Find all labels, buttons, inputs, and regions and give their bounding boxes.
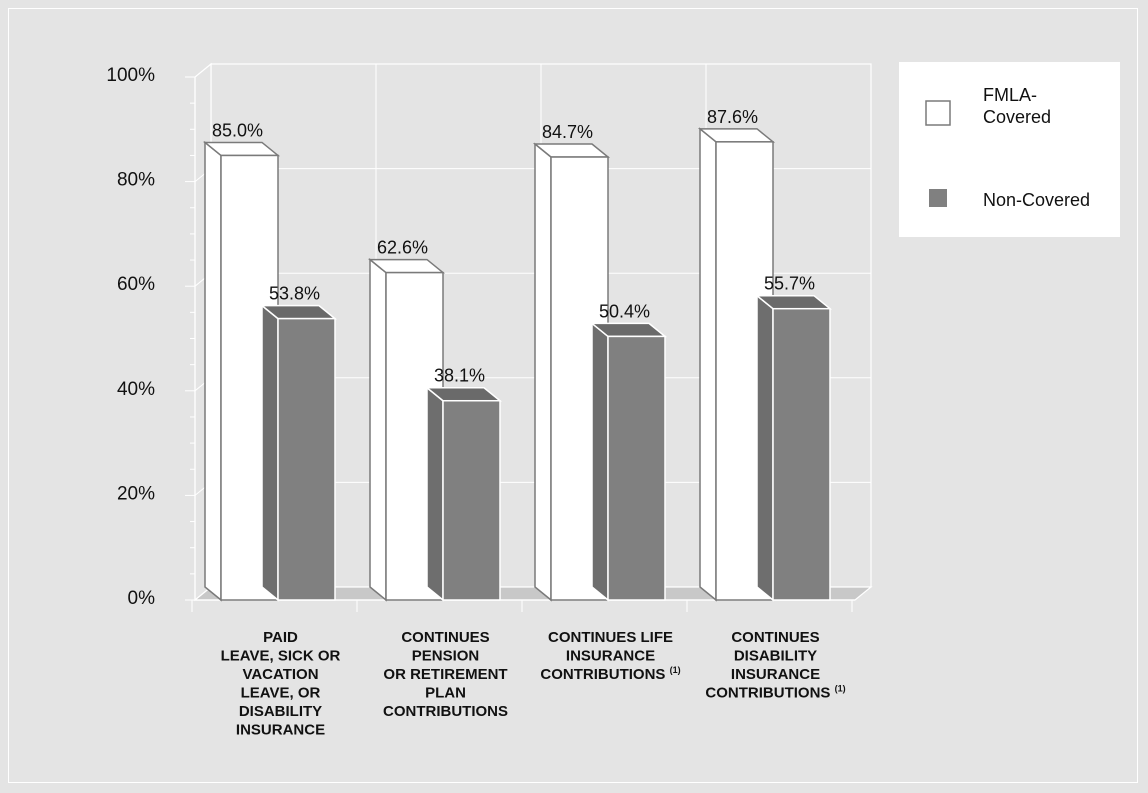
category-label-line: INSURANCE: [731, 666, 820, 683]
category-label: CONTINUES PENSION OR RETIREMENT PLAN CONTRIB…: [383, 629, 508, 720]
category-label-line: INSURANCE: [236, 722, 325, 739]
y-tick-label: 20%: [117, 483, 155, 504]
category-label-line: CONTRIBUTIONS: [705, 685, 834, 702]
category-label-line: DISABILITY: [239, 703, 322, 720]
bar-side-face: [261, 304, 279, 602]
bar-side-face: [204, 140, 222, 602]
y-tick-label: 100%: [106, 65, 155, 86]
category-label-line: PENSION: [412, 648, 480, 665]
legend-label-line: Covered: [983, 107, 1051, 127]
y-tick-label: 60%: [117, 274, 155, 295]
legend-box: [899, 62, 1120, 237]
category-label-line: CONTINUES: [401, 629, 489, 646]
bar-side-face: [426, 386, 444, 602]
chart-frame: [8, 8, 1138, 783]
legend-swatch-fmla-covered: [925, 100, 951, 126]
x-axis: [191, 599, 855, 612]
legend-label-fmla-covered: FMLA-Covered: [983, 85, 1051, 127]
bar-non-covered: 53.8%: [259, 284, 338, 602]
data-label-non-covered: 38.1%: [434, 366, 485, 386]
bar-non-covered: 38.1%: [424, 366, 503, 602]
category-label-line: CONTRIBUTIONS: [383, 703, 508, 720]
bar-non-covered: 50.4%: [589, 301, 668, 602]
legend-swatch-non-covered: [929, 189, 947, 207]
footnote-marker: (1): [835, 684, 846, 694]
category-label-line: DISABILITY: [734, 648, 817, 665]
category-label-line: LEAVE, OR: [241, 685, 321, 702]
category-label-line: CONTRIBUTIONS: [540, 666, 669, 683]
category-label-line: PAID: [263, 629, 298, 646]
gridline-side: [194, 63, 212, 78]
category-label-line: PLAN: [425, 685, 466, 702]
y-axis: 0% 20% 40% 60% 80% 100%: [106, 65, 196, 609]
bar-front-face: [442, 399, 501, 601]
bar-front-face: [772, 307, 831, 601]
data-label-fmla-covered: 84.7%: [542, 122, 593, 142]
category-label-line: INSURANCE: [566, 648, 655, 665]
data-label-fmla-covered: 62.6%: [377, 238, 428, 258]
bar-side-face: [534, 142, 552, 602]
bar-front-face: [607, 335, 666, 601]
data-label-non-covered: 50.4%: [599, 301, 650, 321]
legend: FMLA-Covered Non-Covered: [899, 62, 1120, 237]
legend-label-non-covered: Non-Covered: [983, 190, 1090, 210]
y-tick-label: 0%: [128, 588, 156, 609]
category-label-line: CONTINUES: [731, 629, 819, 646]
footnote-marker: (1): [670, 665, 681, 675]
category-label: CONTINUES DISABILITY INSURANCE CONTRIBUTION…: [705, 629, 845, 702]
category-label-line: CONTINUES LIFE: [548, 629, 673, 646]
legend-label-line: Non-Covered: [983, 190, 1090, 210]
y-tick-label: 80%: [117, 170, 155, 191]
category-label-line: VACATION: [242, 666, 318, 683]
data-label-non-covered: 55.7%: [764, 274, 815, 294]
category-labels: PAID LEAVE, SICK OR VACATION LEAVE, OR DISAB…: [221, 629, 846, 739]
bar-front-face: [277, 317, 336, 601]
data-label-fmla-covered: 87.6%: [707, 107, 758, 127]
bar-side-face: [369, 258, 387, 602]
data-label-fmla-covered: 85.0%: [212, 120, 263, 140]
legend-label-line: FMLA-: [983, 85, 1037, 105]
y-tick-label: 40%: [117, 379, 155, 400]
category-label: PAID LEAVE, SICK OR VACATION LEAVE, OR DISAB…: [221, 629, 341, 739]
bar-side-face: [591, 321, 609, 602]
category-label-line: LEAVE, SICK OR: [221, 648, 341, 665]
category-label: CONTINUES LIFE INSURANCE CONTRIBUTIONS (1): [540, 629, 680, 683]
bars: 85.0% 53.8% 62.6% 38.1% 84.7% 50.4% 87.6% 55.7%: [202, 107, 833, 602]
bar-side-face: [756, 294, 774, 602]
bar-fmla-covered: 84.7%: [532, 122, 611, 602]
bar-side-face: [699, 127, 717, 602]
bar-non-covered: 55.7%: [754, 274, 833, 602]
data-label-non-covered: 53.8%: [269, 284, 320, 304]
category-label-line: OR RETIREMENT: [383, 666, 507, 683]
